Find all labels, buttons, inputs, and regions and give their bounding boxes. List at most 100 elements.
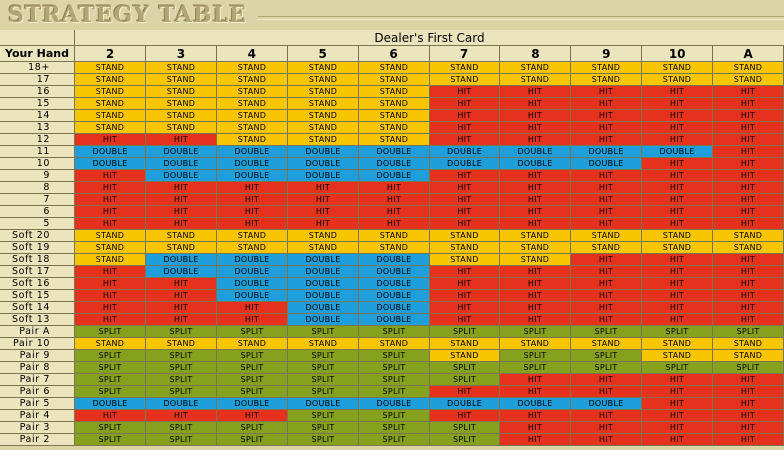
action-cell: HIT xyxy=(500,170,570,181)
action-cell: SPLIT xyxy=(75,326,145,337)
action-cell: SPLIT xyxy=(146,422,216,433)
action-cell: HIT xyxy=(217,206,287,217)
action-cell: STAND xyxy=(288,62,358,73)
action-cell: STAND xyxy=(642,62,712,73)
action-cell: HIT xyxy=(430,86,499,97)
action-cell: STAND xyxy=(146,98,216,109)
action-cell: SPLIT xyxy=(288,362,358,373)
action-cell: STAND xyxy=(146,338,216,349)
column-header: 8 xyxy=(500,46,571,61)
action-cell: STAND xyxy=(430,74,499,85)
action-cell: HIT xyxy=(500,302,570,313)
hand-label: 13 xyxy=(0,122,74,133)
action-cell: HIT xyxy=(75,182,145,193)
action-cell: HIT xyxy=(500,278,570,289)
column-header: 2 xyxy=(75,46,145,61)
action-cell: SPLIT xyxy=(359,386,429,397)
action-cell: HIT xyxy=(642,434,712,445)
hand-label: 18+ xyxy=(0,62,74,73)
action-cell: SPLIT xyxy=(217,362,287,373)
column-header: 10 xyxy=(642,46,713,61)
action-cell: DOUBLE xyxy=(146,398,216,409)
action-cell: SPLIT xyxy=(146,434,216,445)
action-cell: HIT xyxy=(500,110,570,121)
action-cell: HIT xyxy=(500,194,570,205)
action-cell: SPLIT xyxy=(430,326,499,337)
action-cell: STAND xyxy=(288,230,358,241)
action-cell: HIT xyxy=(713,422,783,433)
action-cell: HIT xyxy=(571,314,641,325)
action-cell: HIT xyxy=(288,182,358,193)
title-rule xyxy=(258,16,784,20)
action-cell: DOUBLE xyxy=(571,398,641,409)
action-cell: STAND xyxy=(571,242,641,253)
action-cell: STAND xyxy=(571,74,641,85)
action-cell: HIT xyxy=(500,374,570,385)
action-cell: SPLIT xyxy=(359,350,429,361)
action-cell: SPLIT xyxy=(430,422,499,433)
hand-label: 16 xyxy=(0,86,74,97)
action-cell: HIT xyxy=(571,182,641,193)
action-cell: STAND xyxy=(75,242,145,253)
action-cell: SPLIT xyxy=(217,434,287,445)
action-cell: STAND xyxy=(75,74,145,85)
action-cell: SPLIT xyxy=(288,350,358,361)
action-cell: SPLIT xyxy=(217,422,287,433)
action-cell: SPLIT xyxy=(146,374,216,385)
action-cell: SPLIT xyxy=(500,362,570,373)
action-cell: HIT xyxy=(500,266,570,277)
action-cell: STAND xyxy=(217,62,287,73)
action-cell: HIT xyxy=(713,134,783,145)
action-cell: STAND xyxy=(146,122,216,133)
action-cell: STAND xyxy=(146,242,216,253)
action-cell: HIT xyxy=(713,146,783,157)
action-cell: STAND xyxy=(75,98,145,109)
action-cell: HIT xyxy=(75,290,145,301)
action-cell: STAND xyxy=(288,98,358,109)
action-cell: HIT xyxy=(430,170,499,181)
action-cell: DOUBLE xyxy=(217,146,287,157)
action-cell: HIT xyxy=(642,254,712,265)
action-cell: DOUBLE xyxy=(217,158,287,169)
action-cell: STAND xyxy=(500,62,570,73)
action-cell: STAND xyxy=(217,134,287,145)
action-cell: STAND xyxy=(75,338,145,349)
hand-label: Soft 18 xyxy=(0,254,74,265)
action-cell: SPLIT xyxy=(430,362,499,373)
action-cell: HIT xyxy=(571,254,641,265)
action-cell: SPLIT xyxy=(146,362,216,373)
action-cell: DOUBLE xyxy=(146,254,216,265)
action-cell: SPLIT xyxy=(642,326,712,337)
action-cell: SPLIT xyxy=(75,350,145,361)
action-cell: HIT xyxy=(430,206,499,217)
action-cell: DOUBLE xyxy=(146,266,216,277)
action-cell: SPLIT xyxy=(75,386,145,397)
action-cell: HIT xyxy=(571,422,641,433)
hand-label: Pair 4 xyxy=(0,410,74,421)
action-cell: HIT xyxy=(75,410,145,421)
action-cell: HIT xyxy=(571,122,641,133)
corner-header: Your Hand xyxy=(0,46,74,61)
action-cell: HIT xyxy=(146,278,216,289)
action-cell: HIT xyxy=(500,206,570,217)
hand-label: Pair 7 xyxy=(0,374,74,385)
action-cell: HIT xyxy=(571,302,641,313)
action-cell: HIT xyxy=(642,98,712,109)
action-cell: SPLIT xyxy=(288,422,358,433)
action-cell: DOUBLE xyxy=(288,158,358,169)
column-header: 6 xyxy=(358,46,429,61)
action-cell: DOUBLE xyxy=(217,170,287,181)
action-cell: HIT xyxy=(146,314,216,325)
action-cell: DOUBLE xyxy=(288,266,358,277)
action-cell: HIT xyxy=(500,410,570,421)
action-cell: SPLIT xyxy=(288,434,358,445)
action-cell: DOUBLE xyxy=(288,314,358,325)
action-cell: DOUBLE xyxy=(288,278,358,289)
action-cell: HIT xyxy=(500,218,570,229)
action-cell: HIT xyxy=(713,86,783,97)
action-cell: SPLIT xyxy=(359,410,429,421)
hand-label: 7 xyxy=(0,194,74,205)
action-cell: HIT xyxy=(713,218,783,229)
action-cell: HIT xyxy=(642,314,712,325)
action-cell: HIT xyxy=(430,122,499,133)
